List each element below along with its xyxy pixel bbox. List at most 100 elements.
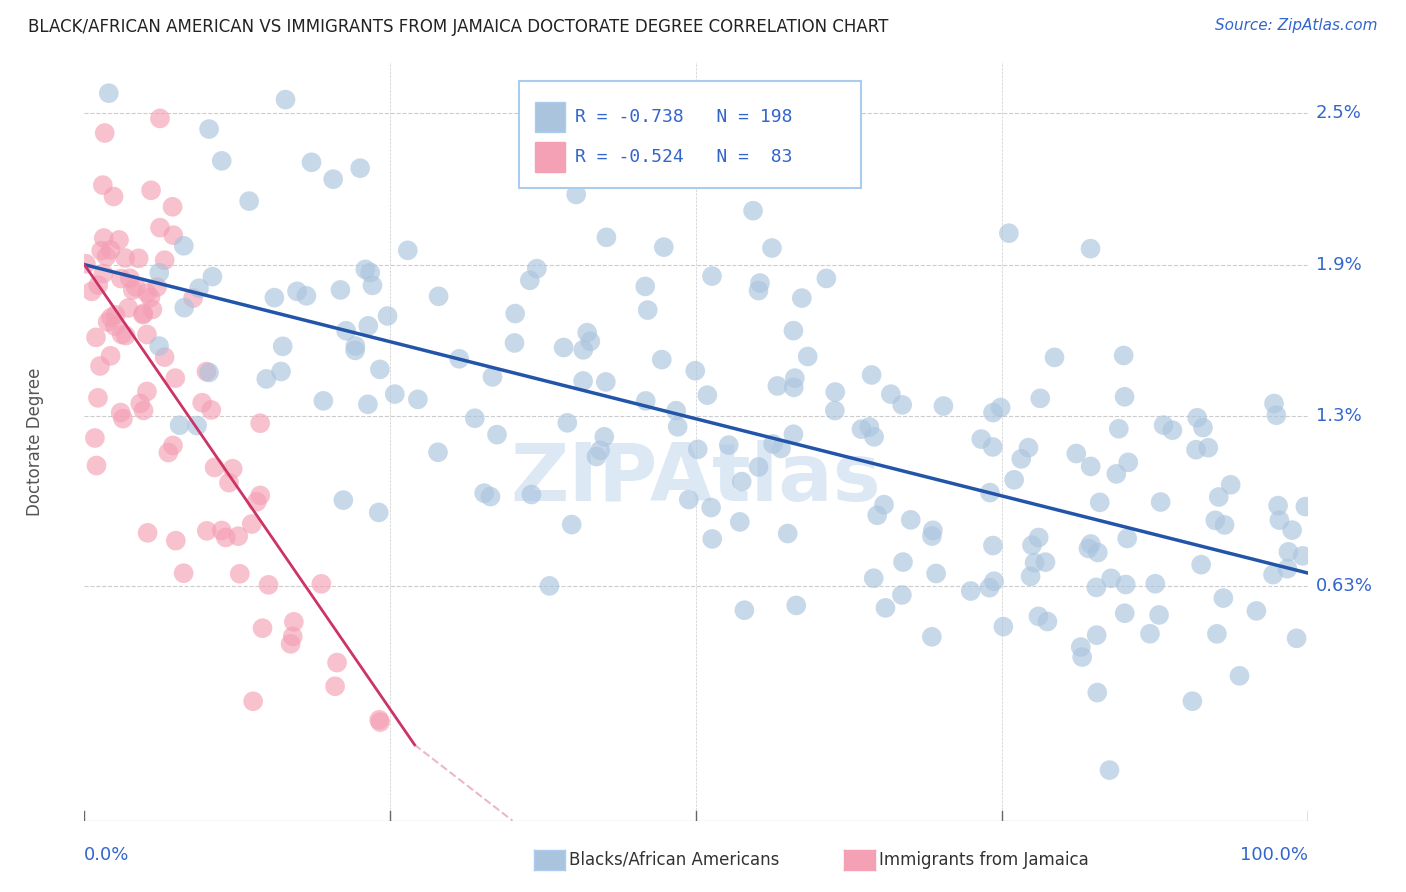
- Point: [1043, 351, 1066, 365]
- Point: [983, 574, 1005, 589]
- Point: [1263, 396, 1285, 410]
- Point: [368, 715, 391, 730]
- Point: [1002, 473, 1025, 487]
- Point: [406, 392, 429, 407]
- Point: [323, 679, 346, 693]
- Point: [1153, 418, 1175, 433]
- Point: [136, 327, 159, 342]
- Point: [747, 284, 769, 298]
- Point: [238, 194, 260, 208]
- Text: 0.0%: 0.0%: [84, 846, 129, 863]
- Point: [141, 302, 163, 317]
- Point: [990, 401, 1012, 415]
- Point: [665, 403, 688, 417]
- Point: [132, 306, 155, 320]
- Point: [295, 289, 318, 303]
- Point: [572, 343, 595, 357]
- Point: [368, 362, 391, 376]
- Point: [1080, 537, 1102, 551]
- Point: [890, 588, 912, 602]
- Point: [87, 278, 110, 293]
- Point: [481, 370, 503, 384]
- Point: [696, 388, 718, 402]
- Point: [252, 621, 274, 635]
- Text: 1.9%: 1.9%: [1316, 256, 1361, 274]
- Point: [1144, 576, 1167, 591]
- Point: [312, 393, 335, 408]
- Point: [776, 526, 799, 541]
- Point: [103, 189, 125, 203]
- Point: [576, 326, 599, 340]
- Point: [589, 443, 612, 458]
- Point: [921, 524, 943, 538]
- Point: [678, 492, 700, 507]
- Point: [925, 566, 948, 581]
- FancyBboxPatch shape: [534, 102, 565, 132]
- Point: [148, 266, 170, 280]
- Point: [169, 418, 191, 433]
- Point: [1029, 392, 1052, 406]
- Point: [188, 281, 211, 295]
- Point: [1105, 467, 1128, 481]
- Point: [1080, 242, 1102, 256]
- Point: [1161, 423, 1184, 437]
- Point: [790, 291, 813, 305]
- Point: [283, 615, 305, 629]
- Point: [520, 487, 543, 501]
- Point: [579, 334, 602, 349]
- Point: [326, 656, 349, 670]
- Point: [344, 343, 367, 358]
- Point: [344, 339, 367, 353]
- Point: [86, 458, 108, 473]
- Point: [149, 220, 172, 235]
- Point: [100, 349, 122, 363]
- Text: 0.63%: 0.63%: [1316, 576, 1372, 595]
- Point: [75, 257, 97, 271]
- Point: [766, 379, 789, 393]
- Point: [117, 301, 139, 315]
- Point: [93, 231, 115, 245]
- Point: [195, 365, 218, 379]
- Point: [186, 418, 208, 433]
- Point: [1268, 513, 1291, 527]
- Point: [1213, 517, 1236, 532]
- Point: [733, 603, 755, 617]
- Text: R = -0.738   N = 198: R = -0.738 N = 198: [575, 108, 793, 126]
- Point: [749, 276, 772, 290]
- Point: [1010, 451, 1032, 466]
- Point: [132, 403, 155, 417]
- Point: [173, 566, 195, 581]
- Point: [959, 584, 981, 599]
- Point: [637, 303, 659, 318]
- Point: [748, 459, 770, 474]
- Point: [1114, 606, 1136, 620]
- Point: [354, 262, 377, 277]
- Point: [242, 694, 264, 708]
- Point: [1077, 541, 1099, 556]
- Point: [1099, 571, 1122, 585]
- Point: [136, 525, 159, 540]
- Point: [863, 430, 886, 444]
- Point: [215, 531, 238, 545]
- Point: [195, 524, 218, 538]
- Point: [824, 403, 846, 417]
- Point: [717, 438, 740, 452]
- Point: [683, 364, 706, 378]
- Point: [1294, 500, 1316, 514]
- Point: [981, 406, 1004, 420]
- Point: [246, 494, 269, 508]
- Point: [1204, 513, 1226, 527]
- Point: [979, 581, 1001, 595]
- Point: [1085, 581, 1108, 595]
- Point: [1115, 577, 1137, 591]
- Point: [1080, 459, 1102, 474]
- Point: [769, 442, 792, 456]
- Point: [891, 398, 914, 412]
- Point: [464, 411, 486, 425]
- Point: [301, 155, 323, 169]
- Point: [824, 385, 846, 400]
- Text: Blacks/African Americans: Blacks/African Americans: [569, 851, 780, 869]
- Point: [427, 445, 450, 459]
- Point: [104, 308, 127, 322]
- Point: [384, 387, 406, 401]
